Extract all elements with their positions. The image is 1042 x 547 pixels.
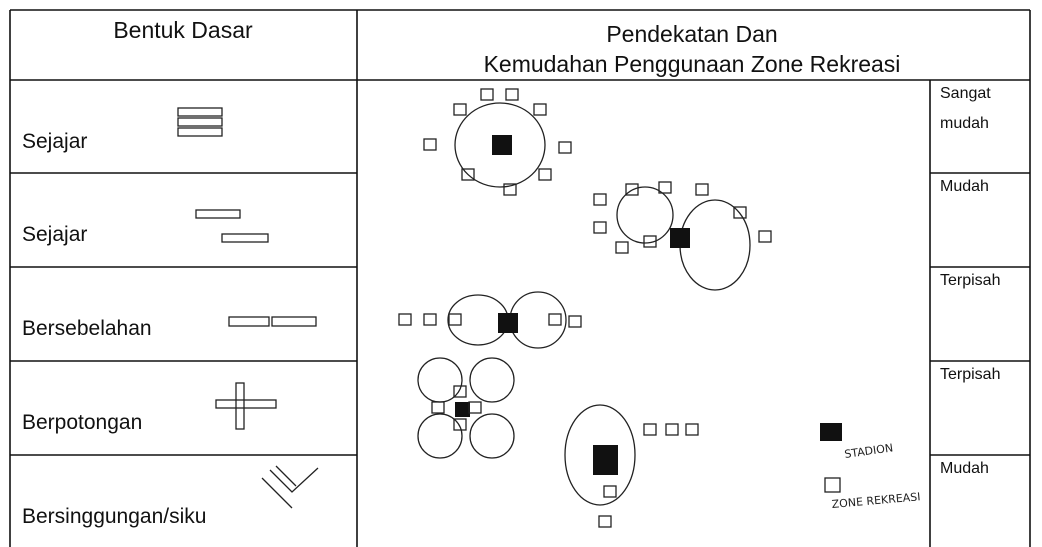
shape-label: Sejajar — [22, 130, 87, 153]
small-unit — [538, 168, 552, 181]
access-label: Mudah — [940, 460, 989, 477]
shape-label: Berpotongan — [22, 411, 142, 434]
small-unit — [598, 515, 612, 528]
small-unit — [423, 138, 437, 151]
small-unit — [625, 183, 639, 196]
small-unit — [468, 401, 482, 414]
small-unit — [461, 168, 475, 181]
small-unit — [558, 141, 572, 154]
small-unit — [503, 183, 517, 196]
small-unit — [695, 183, 709, 196]
shape-label: Sejajar — [22, 223, 87, 246]
small-unit — [533, 103, 547, 116]
small-unit — [643, 423, 657, 436]
small-unit — [568, 315, 582, 328]
small-unit — [665, 423, 679, 436]
small-unit — [593, 193, 607, 206]
small-unit — [685, 423, 699, 436]
small-unit — [505, 88, 519, 101]
small-unit — [615, 241, 629, 254]
shape-label: Bersinggungan/siku — [22, 505, 206, 528]
header-approach-1: Pendekatan Dan — [606, 21, 777, 47]
small-unit — [423, 313, 437, 326]
small-unit — [658, 181, 672, 194]
shape-label: Bersebelahan — [22, 317, 152, 340]
small-unit — [448, 313, 462, 326]
access-label: Sangat mudah — [940, 85, 991, 132]
access-label: Terpisah — [940, 366, 1000, 383]
small-unit — [480, 88, 494, 101]
legend-stadium: STADION — [844, 441, 894, 461]
header-approach-2: Kemudahan Penggunaan Zone Rekreasi — [484, 51, 901, 77]
small-unit — [453, 103, 467, 116]
small-unit — [453, 385, 467, 398]
small-unit — [758, 230, 772, 243]
small-unit — [548, 313, 562, 326]
access-label: Mudah — [940, 178, 989, 195]
header-shape: Bentuk Dasar — [113, 17, 253, 43]
small-unit — [593, 221, 607, 234]
shape-icons — [177, 107, 319, 509]
small-unit — [643, 235, 657, 248]
zone-sketch — [398, 88, 842, 528]
access-label: Terpisah — [940, 272, 1000, 289]
small-unit — [603, 485, 617, 498]
legend-zone: ZONE REKREASI — [831, 490, 921, 511]
small-unit — [733, 206, 747, 219]
small-unit — [431, 401, 445, 414]
small-unit — [453, 418, 467, 431]
small-unit — [398, 313, 412, 326]
table-frame — [9, 9, 1031, 547]
